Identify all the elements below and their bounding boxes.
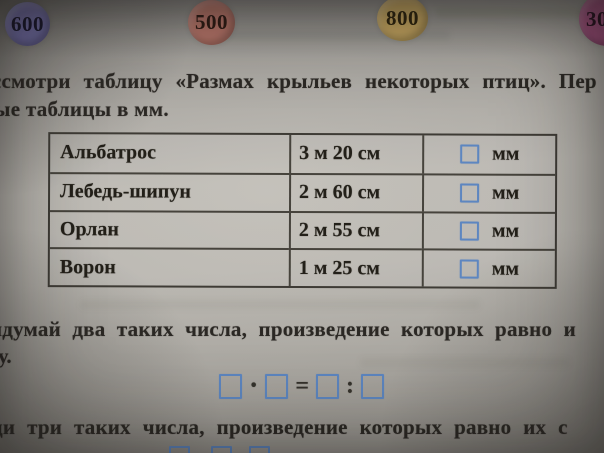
- answer-circle-600: 600: [5, 2, 50, 46]
- task-two-numbers-line2: у.: [0, 344, 12, 368]
- task-two-numbers-line1: идумай два таких числа, произведение кот…: [0, 317, 576, 341]
- answer-box: [459, 221, 479, 241]
- task-three-numbers-line1: ди три таких числа, произведение которых…: [0, 415, 568, 439]
- answer-circle-label: 600: [11, 11, 44, 36]
- answer-box: [265, 373, 289, 399]
- wingspan-value-cell: 3 м 20 см: [289, 134, 423, 174]
- task-intro-line2: ые таблицы в мм.: [0, 97, 169, 121]
- unit-label: мм: [492, 181, 520, 204]
- answer-box: [460, 183, 480, 203]
- unit-label: мм: [492, 143, 520, 166]
- answer-cell: мм: [421, 248, 555, 287]
- photo-top-shadow: [0, 0, 604, 58]
- answer-circle-label: 30: [586, 6, 604, 31]
- answer-box: [219, 373, 242, 399]
- answer-box: [460, 144, 480, 164]
- wingspan-value-cell: 2 м 60 см: [289, 172, 423, 211]
- product-equation: · = :: [219, 370, 385, 401]
- answer-cell: мм: [421, 173, 556, 212]
- unit-label: мм: [491, 257, 520, 280]
- wingspan-table: Альбатрос 3 м 20 см мм Лебедь-шипун 2 м …: [47, 132, 558, 289]
- multiply-operator: ·: [249, 370, 259, 401]
- answer-box-clipped: [249, 446, 270, 453]
- wingspan-value-cell: 1 м 25 см: [288, 248, 422, 287]
- bleed-through-smudge: [436, 7, 586, 18]
- bird-name-cell: Альбатрос: [60, 141, 157, 164]
- answer-box: [316, 373, 340, 399]
- answer-box: [459, 259, 479, 279]
- bird-name-cell: Ворон: [49, 247, 289, 286]
- bleed-through-smudge: [360, 358, 570, 367]
- wingspan-value-cell: 2 м 55 см: [288, 210, 422, 249]
- answer-circle-500: 500: [188, 0, 235, 45]
- answer-circle-800: 800: [377, 0, 428, 41]
- answer-circle-300-clipped: 30: [579, 0, 604, 46]
- answer-circle-label: 800: [386, 6, 419, 30]
- equals-operator: =: [295, 373, 310, 399]
- answer-circle-label: 500: [195, 10, 228, 34]
- divide-operator: :: [346, 373, 355, 399]
- bleed-through-smudge: [80, 300, 480, 309]
- bird-name-cell: Лебедь-шипун: [50, 171, 290, 211]
- answer-cell: мм: [422, 135, 556, 174]
- unit-label: мм: [491, 219, 520, 242]
- bird-name-cell: Орлан: [49, 209, 290, 249]
- answer-box: [361, 373, 385, 399]
- task-intro-line1: ссмотри таблицу «Размах крыльев некоторы…: [0, 69, 597, 93]
- answer-cell: мм: [421, 210, 555, 250]
- answer-box-clipped: [169, 446, 190, 453]
- answer-box-clipped: [211, 446, 232, 453]
